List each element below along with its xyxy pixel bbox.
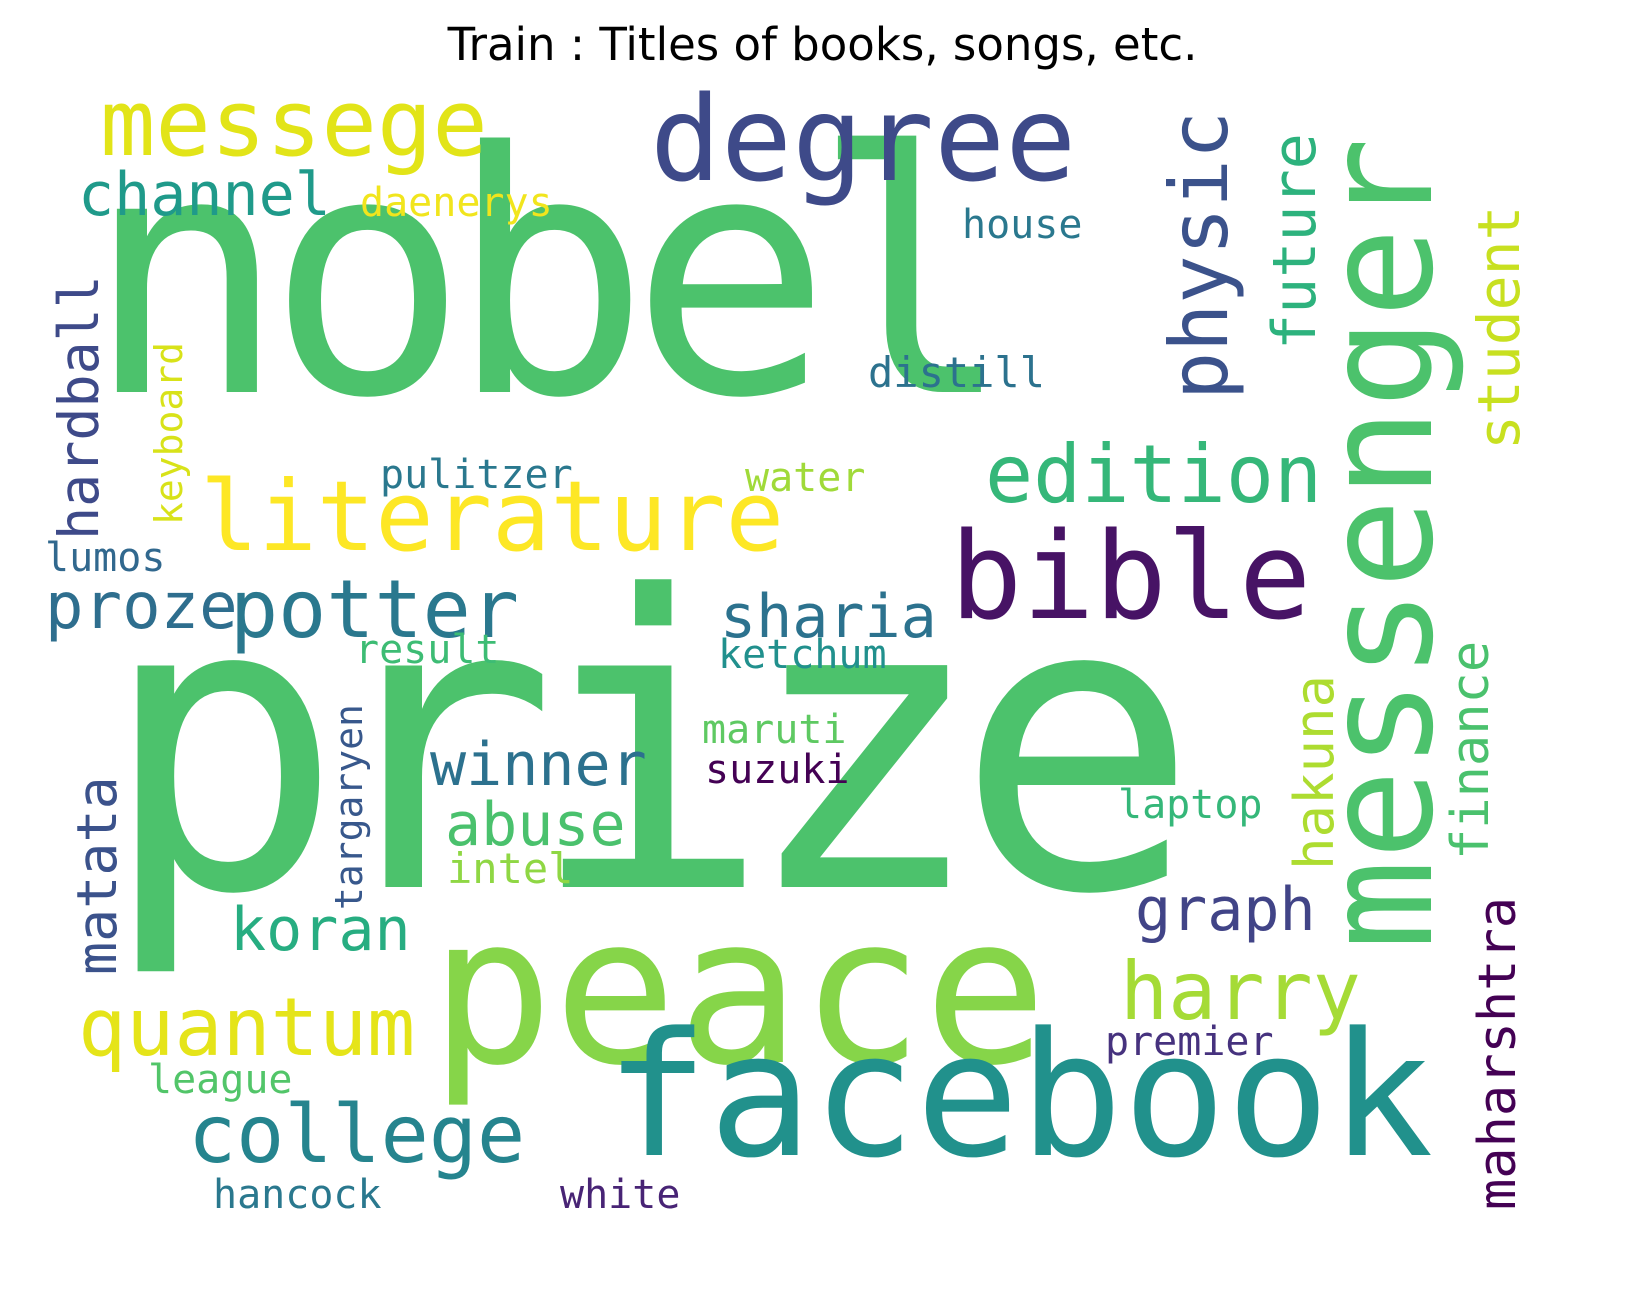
word-hardball: hardball [47, 275, 111, 540]
word-cloud: nobel prize peace facebook messenger deg… [40, 78, 1620, 1300]
word-daenerys: daenerys [360, 180, 553, 226]
word-winner: winner [430, 730, 647, 800]
word-hancock: hancock [213, 1172, 382, 1218]
word-quantum: quantum [78, 981, 416, 1074]
word-graph: graph [1135, 875, 1316, 945]
word-ketchum: ketchum [718, 632, 887, 678]
word-harry: harry [1120, 945, 1361, 1038]
word-channel: channel [78, 160, 331, 230]
word-future: future [1260, 133, 1330, 350]
word-league: league [148, 1057, 293, 1103]
word-sharia: sharia [720, 582, 937, 652]
word-hakuna: hakuna [1283, 674, 1346, 870]
word-edition: edition [985, 428, 1323, 521]
word-intel: intel [447, 844, 574, 893]
word-physic: physic [1153, 111, 1246, 400]
word-pulitzer: pulitzer [380, 452, 573, 498]
word-premier: premier [1105, 1019, 1274, 1065]
word-facebook: facebook [605, 995, 1434, 1196]
word-student: student [1465, 205, 1533, 450]
word-water: water [745, 455, 866, 501]
word-targaryen: targaryen [327, 704, 371, 910]
word-koran: koran [230, 895, 411, 965]
word-abuse: abuse [445, 790, 626, 860]
word-finance: finance [1441, 640, 1501, 860]
word-prize: prize [100, 511, 1199, 983]
word-matata: matata [65, 776, 129, 975]
word-keyboard: keyboard [147, 341, 191, 525]
word-result: result [355, 627, 500, 673]
word-literature: literature [200, 460, 784, 573]
word-potter: potter [230, 563, 519, 656]
word-lumos: lumos [45, 535, 166, 581]
word-peace: peace [430, 873, 1048, 1111]
word-proze: proze [45, 570, 238, 644]
word-degree: degree [650, 70, 1077, 208]
word-distill: distill [868, 348, 1046, 397]
word-white: white [560, 1172, 681, 1218]
word-suzuki: suzuki [705, 747, 850, 793]
word-bible: bible [950, 508, 1312, 647]
word-nobel: nobel [85, 82, 1013, 472]
word-college: college [188, 1088, 526, 1181]
word-maruti: maruti [702, 707, 847, 753]
word-laptop: laptop [1118, 782, 1263, 828]
word-messege: messege [100, 70, 488, 177]
chart-title: Train : Titles of books, songs, etc. [447, 18, 1198, 71]
word-house: house [962, 202, 1083, 248]
word-maharshtra: maharshtra [1468, 896, 1528, 1210]
